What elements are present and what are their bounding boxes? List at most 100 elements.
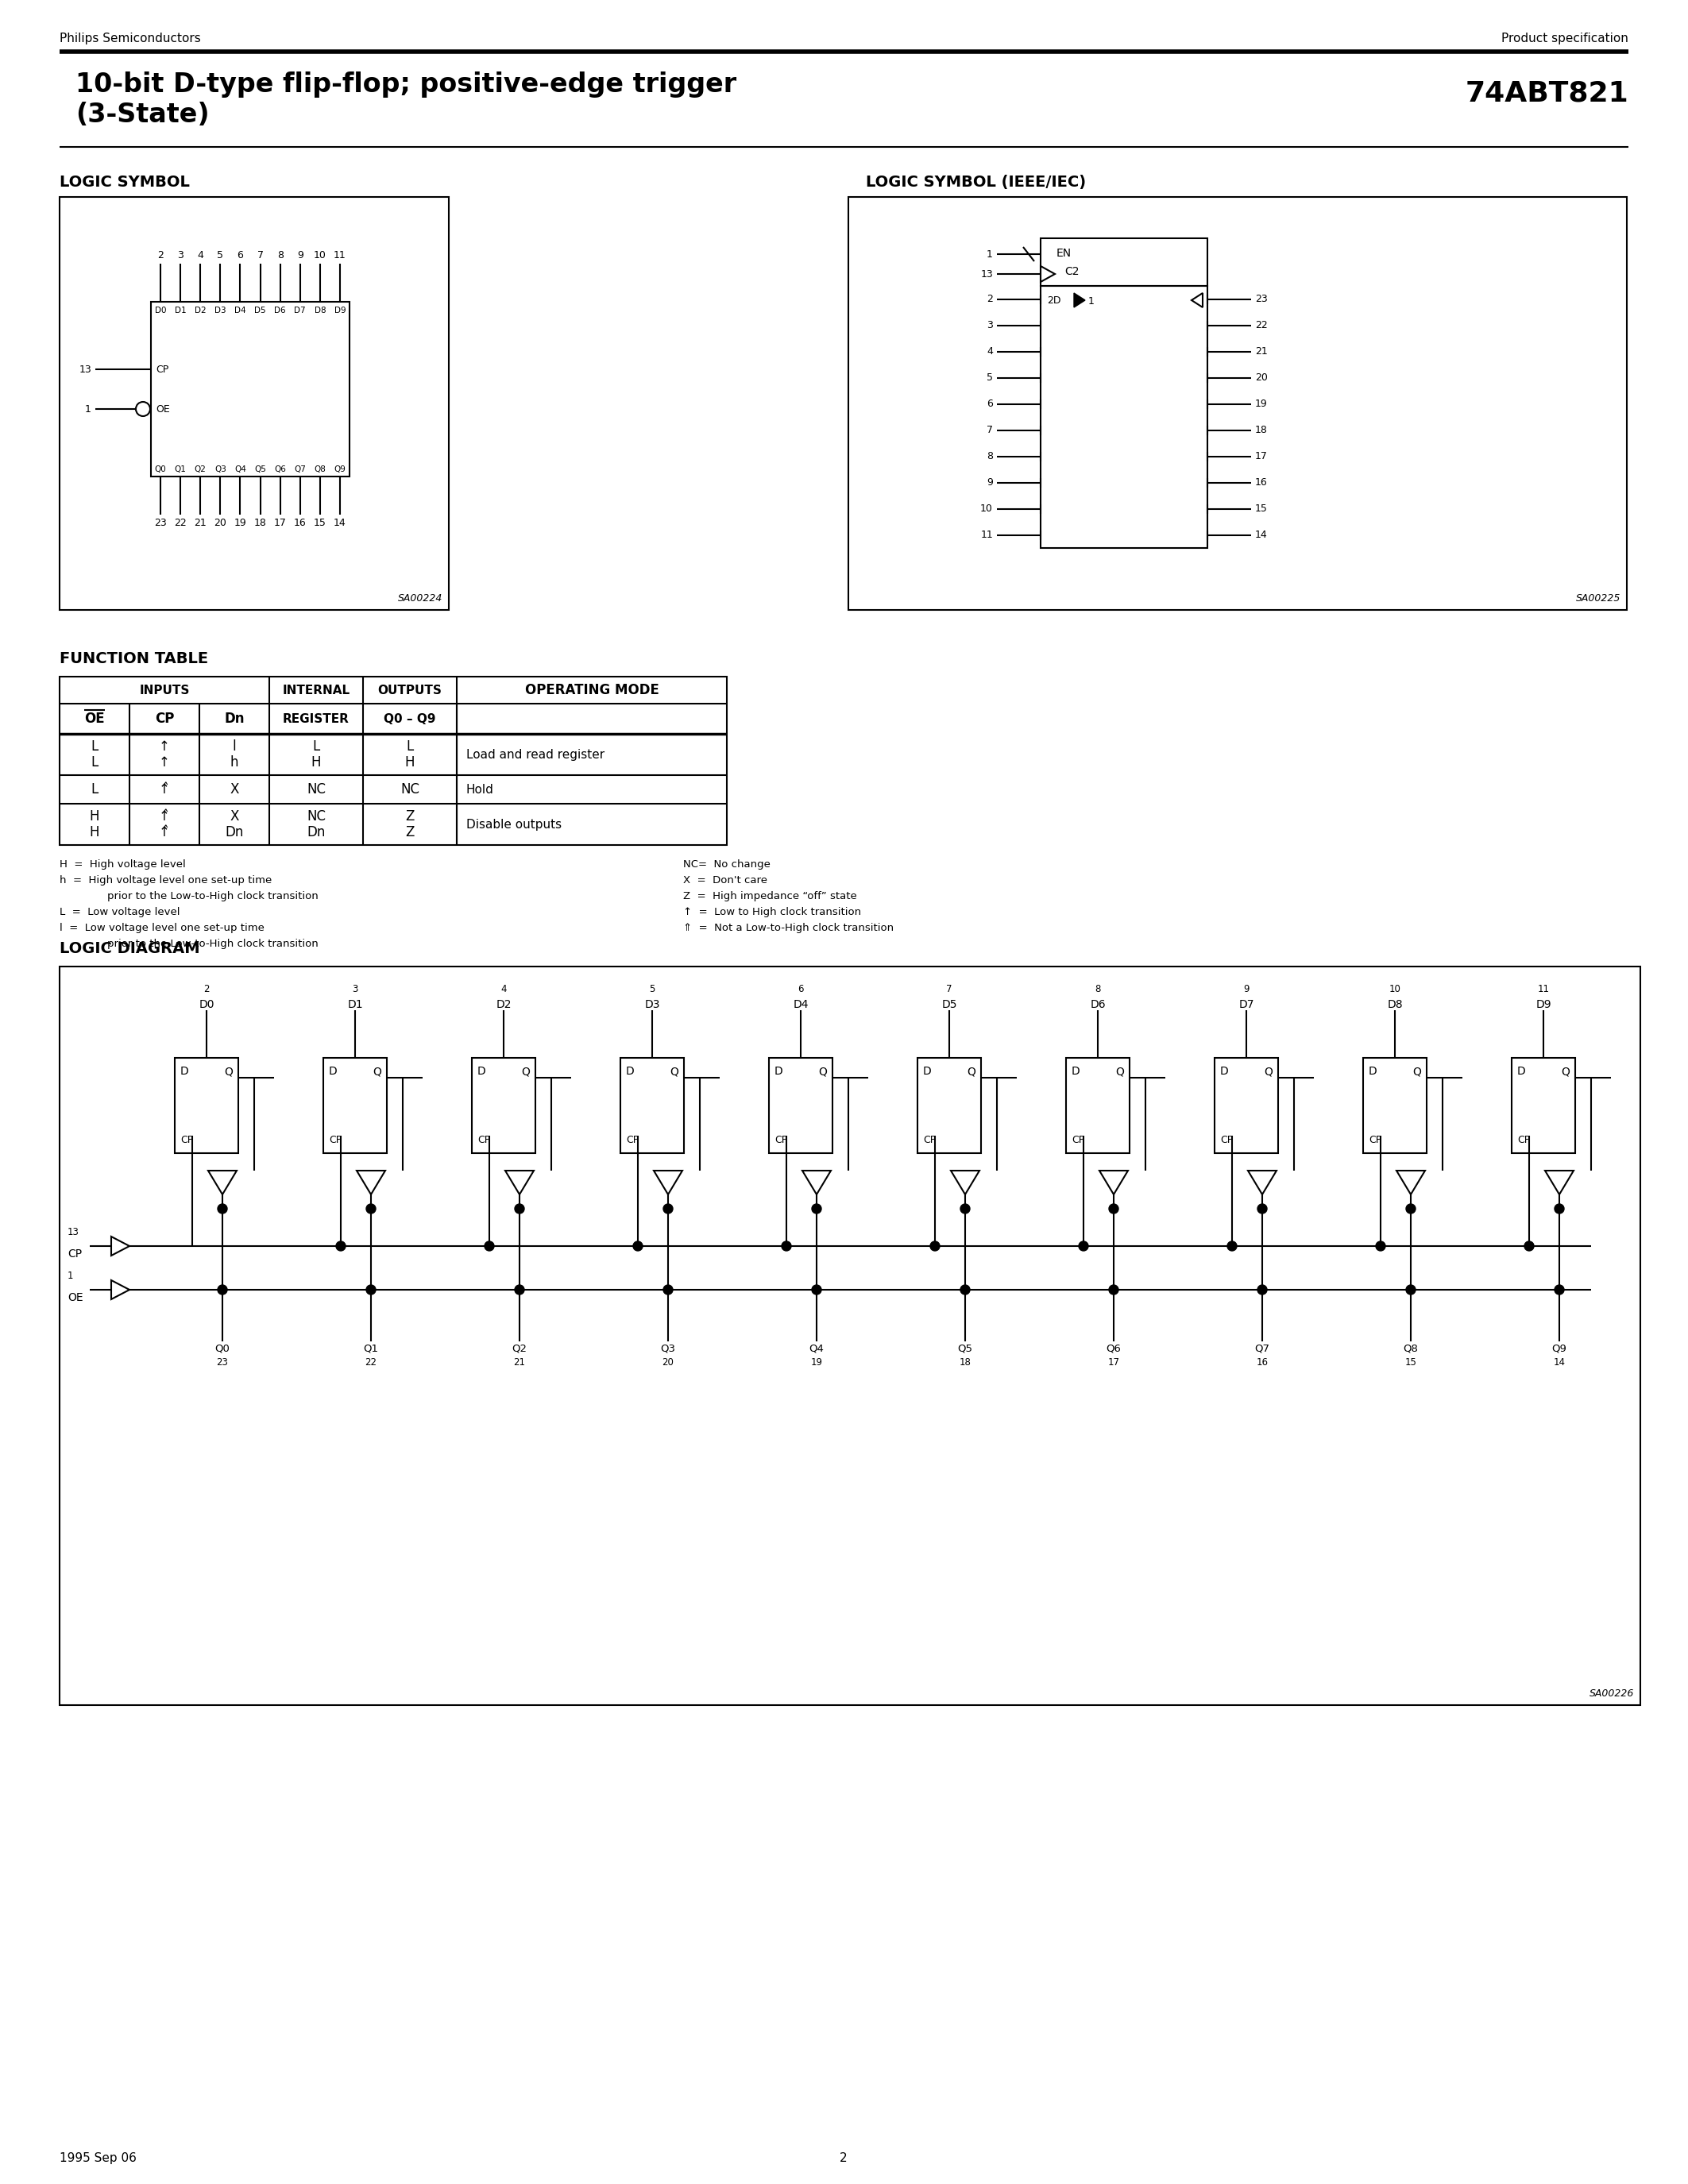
Text: Q8: Q8 — [1403, 1343, 1418, 1354]
Text: 11: 11 — [981, 531, 993, 539]
Text: X  =  Don't care: X = Don't care — [684, 876, 768, 885]
Text: 19: 19 — [1256, 400, 1268, 408]
Text: 4: 4 — [501, 985, 506, 994]
Text: OE: OE — [84, 712, 105, 725]
Text: 1995 Sep 06: 1995 Sep 06 — [59, 2151, 137, 2164]
Text: D0: D0 — [155, 306, 165, 314]
Text: 8: 8 — [1096, 985, 1101, 994]
Text: 21: 21 — [1256, 347, 1268, 356]
Text: D: D — [1369, 1066, 1377, 1077]
Text: 9: 9 — [297, 251, 304, 260]
Text: 23: 23 — [1256, 295, 1268, 304]
Text: 16: 16 — [294, 518, 306, 529]
Text: C2: C2 — [1065, 266, 1079, 277]
Text: 7: 7 — [947, 985, 952, 994]
Text: D: D — [775, 1066, 783, 1077]
Text: l
h: l h — [230, 738, 238, 771]
Bar — [918, 1057, 981, 1153]
Text: CP: CP — [923, 1136, 935, 1144]
Text: 16: 16 — [1256, 478, 1268, 487]
Text: CP: CP — [1220, 1136, 1232, 1144]
Text: 22: 22 — [1256, 321, 1268, 330]
Text: Q: Q — [819, 1066, 827, 1077]
Text: CP: CP — [1518, 1136, 1529, 1144]
Text: Q4: Q4 — [235, 465, 246, 474]
Text: 1: 1 — [84, 404, 91, 415]
Text: D7: D7 — [294, 306, 306, 314]
Bar — [621, 1057, 684, 1153]
Text: 20: 20 — [214, 518, 226, 529]
Circle shape — [960, 1284, 971, 1295]
Text: prior to the Low-to-High clock transition: prior to the Low-to-High clock transitio… — [108, 891, 319, 902]
Circle shape — [1555, 1284, 1565, 1295]
Text: Q1: Q1 — [363, 1343, 378, 1354]
Text: Q8: Q8 — [314, 465, 326, 474]
Text: X: X — [230, 782, 240, 797]
Text: 19: 19 — [810, 1356, 822, 1367]
Text: 10: 10 — [981, 505, 993, 513]
Bar — [770, 1057, 832, 1153]
Circle shape — [663, 1284, 674, 1295]
Circle shape — [1079, 1241, 1089, 1251]
Circle shape — [515, 1284, 525, 1295]
Text: 7: 7 — [986, 426, 993, 435]
Text: 22: 22 — [365, 1356, 376, 1367]
Text: 19: 19 — [235, 518, 246, 529]
Text: Q1: Q1 — [174, 465, 186, 474]
Text: D5: D5 — [255, 306, 267, 314]
Bar — [59, 197, 449, 609]
Text: Q5: Q5 — [255, 465, 267, 474]
Text: SA00225: SA00225 — [1575, 594, 1620, 603]
Text: 4: 4 — [987, 347, 993, 356]
Circle shape — [1406, 1284, 1416, 1295]
Text: D1: D1 — [348, 998, 363, 1011]
Text: L  =  Low voltage level: L = Low voltage level — [59, 906, 181, 917]
Text: 9: 9 — [1244, 985, 1249, 994]
Text: ↑
↑: ↑ ↑ — [159, 738, 170, 771]
Text: Q0: Q0 — [155, 465, 167, 474]
Text: 3: 3 — [353, 985, 358, 994]
Circle shape — [1258, 1284, 1268, 1295]
Text: 18: 18 — [1256, 426, 1268, 435]
Text: 21: 21 — [194, 518, 206, 529]
Text: 1: 1 — [1089, 295, 1094, 306]
Text: CP: CP — [155, 712, 174, 725]
Text: 13: 13 — [79, 365, 91, 373]
Text: D8: D8 — [314, 306, 326, 314]
Circle shape — [1555, 1203, 1565, 1214]
Text: D: D — [181, 1066, 189, 1077]
Text: D6: D6 — [275, 306, 285, 314]
Text: Q: Q — [522, 1066, 530, 1077]
Text: D4: D4 — [235, 306, 246, 314]
Text: 16: 16 — [1256, 1356, 1268, 1367]
Text: INPUTS: INPUTS — [138, 684, 189, 697]
Text: Philips Semiconductors: Philips Semiconductors — [59, 33, 201, 44]
Text: 6: 6 — [236, 251, 243, 260]
Text: 5: 5 — [650, 985, 655, 994]
Text: Q3: Q3 — [660, 1343, 675, 1354]
Circle shape — [1109, 1203, 1119, 1214]
Text: Q: Q — [670, 1066, 679, 1077]
Text: OUTPUTS: OUTPUTS — [378, 684, 442, 697]
Text: ↑̂: ↑̂ — [159, 782, 170, 797]
Text: CP: CP — [329, 1136, 341, 1144]
Text: L
L: L L — [91, 738, 98, 771]
Text: D0: D0 — [199, 998, 214, 1011]
Text: D: D — [1518, 1066, 1526, 1077]
Bar — [1364, 1057, 1426, 1153]
Text: 2: 2 — [204, 985, 209, 994]
Text: 17: 17 — [1107, 1356, 1119, 1367]
Text: NC: NC — [307, 782, 326, 797]
Text: Q9: Q9 — [1551, 1343, 1566, 1354]
Bar — [324, 1057, 387, 1153]
Text: X
Dn: X Dn — [225, 808, 243, 841]
Circle shape — [663, 1203, 674, 1214]
Circle shape — [515, 1203, 525, 1214]
Bar — [1040, 238, 1207, 286]
Text: ↑̂
↑̂: ↑̂ ↑̂ — [159, 808, 170, 841]
Text: OE: OE — [155, 404, 170, 415]
Circle shape — [1227, 1241, 1237, 1251]
Text: 23: 23 — [154, 518, 167, 529]
Text: NC
Dn: NC Dn — [307, 808, 326, 841]
Text: LOGIC SYMBOL: LOGIC SYMBOL — [59, 175, 189, 190]
